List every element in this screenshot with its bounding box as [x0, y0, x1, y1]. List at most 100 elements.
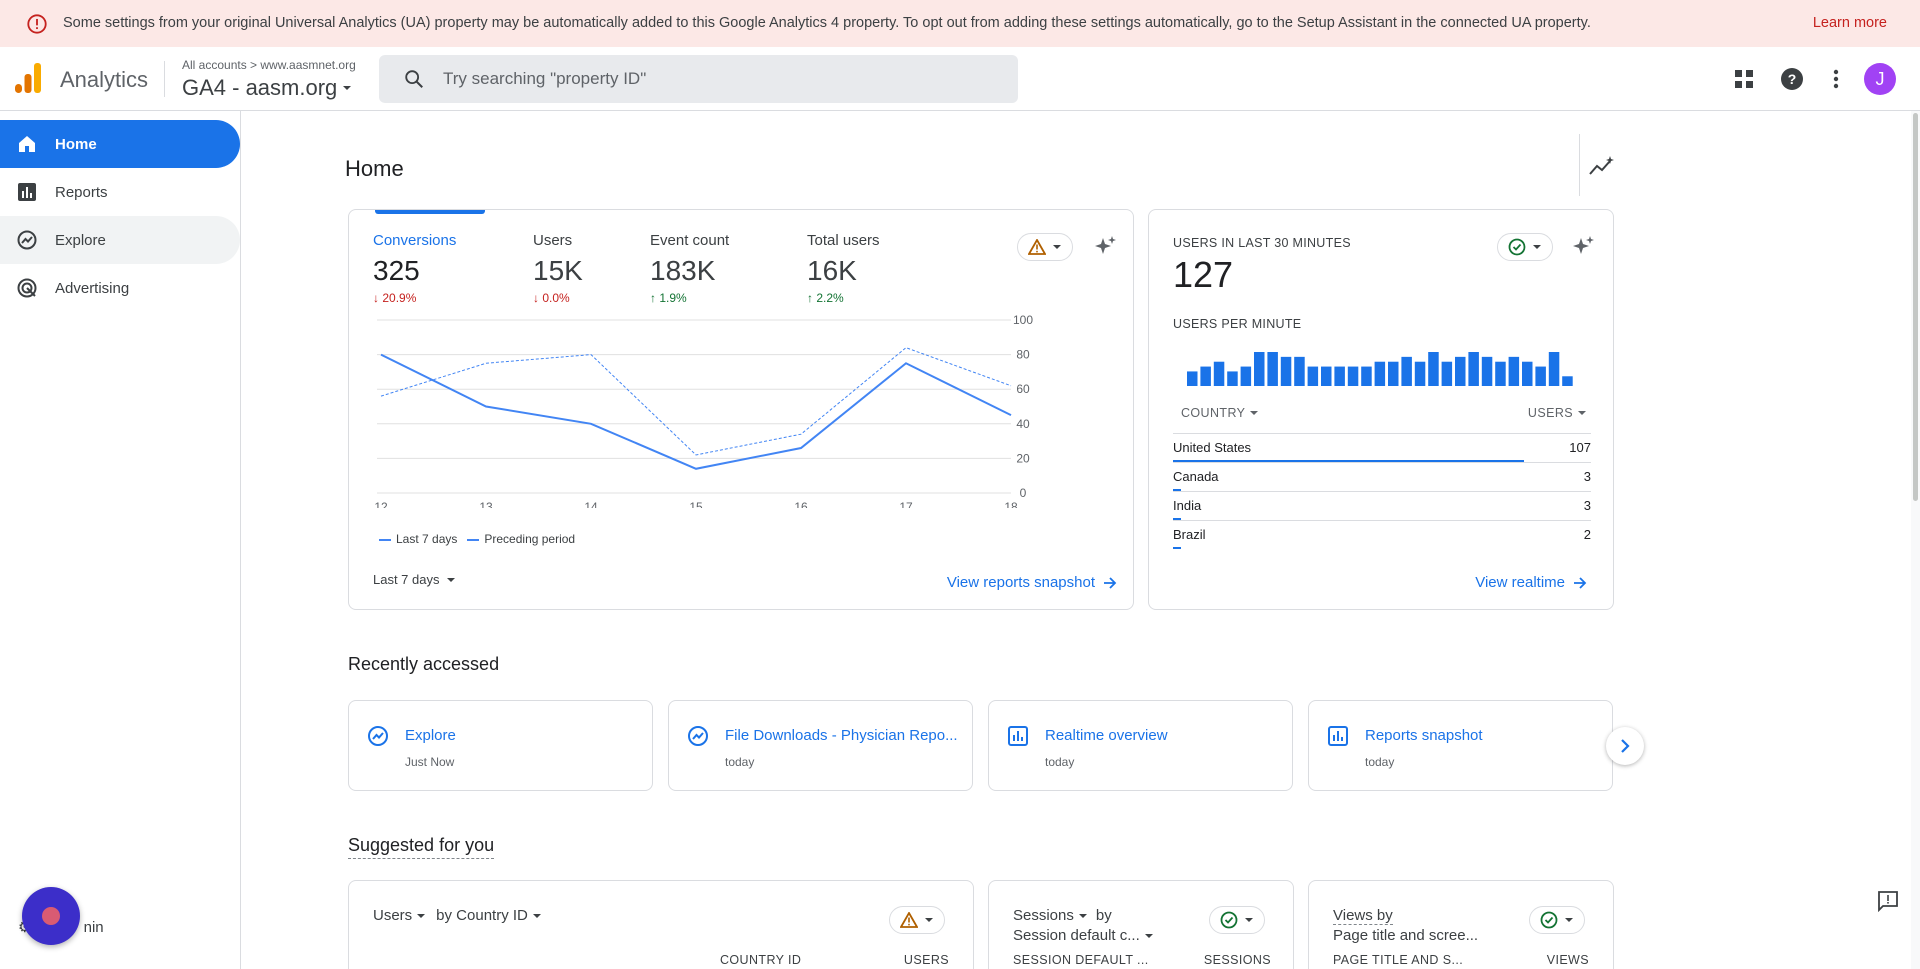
sparkle-icon[interactable]	[1571, 235, 1595, 259]
recent-item-explore[interactable]: Explore Just Now	[348, 700, 653, 791]
data-point[interactable]	[484, 405, 488, 409]
table-row[interactable]: India 3	[1173, 491, 1591, 520]
account-breadcrumb[interactable]: All accounts > www.aasmnet.org	[182, 58, 356, 72]
data-point[interactable]	[379, 394, 383, 398]
metric-conversions[interactable]: Conversions 325 ↓ 20.9%	[373, 232, 456, 305]
analytics-logo-icon[interactable]	[15, 63, 41, 93]
data-quality-ok-button[interactable]	[1529, 906, 1585, 934]
data-point[interactable]	[904, 346, 908, 350]
view-reports-snapshot-link[interactable]: View reports snapshot	[947, 574, 1117, 591]
metric-selector[interactable]: Sessions	[1013, 907, 1074, 924]
per-minute-bar[interactable]	[1361, 366, 1372, 386]
per-minute-bar[interactable]	[1187, 371, 1198, 386]
series-line-current[interactable]	[380, 353, 1012, 470]
data-point[interactable]	[589, 353, 593, 357]
metric-event-count[interactable]: Event count 183K ↑ 1.9%	[650, 232, 729, 305]
recent-item-realtime-overview[interactable]: Realtime overview today	[988, 700, 1293, 791]
per-minute-bar[interactable]	[1321, 366, 1332, 386]
data-quality-ok-button[interactable]	[1497, 233, 1553, 261]
data-point[interactable]	[484, 361, 488, 365]
per-minute-bar[interactable]	[1495, 361, 1506, 386]
metric-selector[interactable]: Views by	[1333, 907, 1393, 925]
metric-selector[interactable]: Users	[373, 907, 413, 924]
view-realtime-link[interactable]: View realtime	[1475, 574, 1587, 591]
suggested-card-title[interactable]: Sessions by	[1013, 907, 1112, 924]
data-point[interactable]	[379, 353, 383, 357]
per-minute-bar[interactable]	[1200, 366, 1211, 386]
property-name[interactable]: GA4 - aasm.org	[182, 75, 338, 100]
scrollbar-thumb[interactable]	[1913, 113, 1918, 501]
scrollbar[interactable]	[1911, 111, 1920, 969]
suggested-card-title[interactable]: Users by Country ID	[373, 907, 542, 924]
data-point[interactable]	[1009, 384, 1013, 388]
per-minute-bar[interactable]	[1254, 352, 1265, 386]
per-minute-bar[interactable]	[1548, 352, 1560, 386]
per-minute-bar[interactable]	[1240, 366, 1252, 386]
table-row[interactable]: Canada 3	[1173, 462, 1591, 491]
suggested-card-title[interactable]: Views by	[1333, 907, 1393, 925]
per-minute-bar[interactable]	[1213, 361, 1225, 386]
per-minute-bar[interactable]	[1227, 371, 1238, 386]
per-minute-bar[interactable]	[1414, 361, 1426, 386]
app-name[interactable]: Analytics	[60, 67, 149, 92]
date-range-selector[interactable]: Last 7 days	[373, 572, 456, 587]
data-point[interactable]	[904, 361, 908, 365]
carousel-next-button[interactable]	[1606, 727, 1644, 765]
metric-total-users[interactable]: Total users 16K ↑ 2.2%	[807, 232, 880, 305]
data-quality-warning-button[interactable]	[889, 906, 945, 934]
recent-item-file-downloads[interactable]: File Downloads - Physician Repo... today	[668, 700, 973, 791]
sparkle-icon[interactable]	[1093, 235, 1117, 259]
series-line-previous[interactable]	[380, 347, 1012, 456]
per-minute-bar[interactable]	[1481, 356, 1493, 386]
per-minute-bar[interactable]	[1535, 366, 1546, 386]
country-column-header[interactable]: COUNTRY	[1181, 406, 1259, 420]
help-icon[interactable]: ?	[1776, 63, 1808, 95]
per-minute-bar[interactable]	[1347, 366, 1359, 386]
data-point[interactable]	[694, 467, 698, 471]
per-minute-bar[interactable]	[1374, 361, 1386, 386]
per-minute-bar[interactable]	[1522, 361, 1533, 386]
data-point[interactable]	[694, 453, 698, 457]
data-point[interactable]	[799, 432, 803, 436]
sidebar-item-home[interactable]: Home	[0, 120, 240, 168]
property-selector[interactable]: GA4 - aasm.org	[182, 75, 353, 101]
dimension-selector[interactable]: by Country ID	[436, 907, 528, 924]
per-minute-bar[interactable]	[1562, 376, 1573, 386]
sidebar-item-reports[interactable]: Reports	[0, 168, 240, 216]
data-point[interactable]	[1009, 413, 1013, 417]
metric-users[interactable]: Users 15K ↓ 0.0%	[533, 232, 583, 305]
avatar[interactable]: J	[1864, 63, 1896, 95]
breadcrumb-site[interactable]: www.aasmnet.org	[260, 58, 356, 72]
search-input[interactable]	[443, 55, 1003, 103]
sidebar-item-explore[interactable]: Explore	[0, 216, 240, 264]
per-minute-bar[interactable]	[1294, 356, 1305, 386]
per-minute-bar[interactable]	[1455, 356, 1466, 386]
apps-grid-icon[interactable]	[1728, 63, 1760, 95]
per-minute-bar[interactable]	[1388, 361, 1399, 386]
dimension-selector[interactable]: Session default c...	[1013, 927, 1140, 944]
per-minute-bar[interactable]	[1508, 356, 1520, 386]
sidebar-item-advertising[interactable]: Advertising	[0, 264, 240, 312]
insights-icon[interactable]	[1588, 154, 1616, 178]
suggested-card-dimension[interactable]: Page title and scree...	[1333, 927, 1478, 944]
suggested-card-dimension[interactable]: Session default c...	[1013, 927, 1154, 944]
search-bar[interactable]	[379, 55, 1018, 103]
users-column-header[interactable]: USERS	[1528, 406, 1587, 420]
per-minute-bar[interactable]	[1280, 356, 1292, 386]
per-minute-bar[interactable]	[1307, 366, 1319, 386]
per-minute-bar[interactable]	[1267, 352, 1278, 386]
data-quality-ok-button[interactable]	[1209, 906, 1265, 934]
table-row[interactable]: Brazil 2	[1173, 520, 1591, 549]
data-point[interactable]	[589, 422, 593, 426]
data-quality-warning-button[interactable]	[1017, 233, 1073, 261]
per-minute-bar[interactable]	[1334, 366, 1345, 386]
per-minute-bar[interactable]	[1428, 352, 1439, 386]
suggested-title[interactable]: Suggested for you	[348, 835, 495, 859]
data-point[interactable]	[799, 446, 803, 450]
more-options-icon[interactable]	[1820, 63, 1852, 95]
chat-widget-button[interactable]	[22, 887, 80, 945]
table-row[interactable]: United States 107	[1173, 433, 1591, 462]
dimension-selector[interactable]: Page title and scree...	[1333, 927, 1479, 944]
per-minute-bar[interactable]	[1401, 356, 1412, 386]
recent-item-reports-snapshot[interactable]: Reports snapshot today	[1308, 700, 1613, 791]
